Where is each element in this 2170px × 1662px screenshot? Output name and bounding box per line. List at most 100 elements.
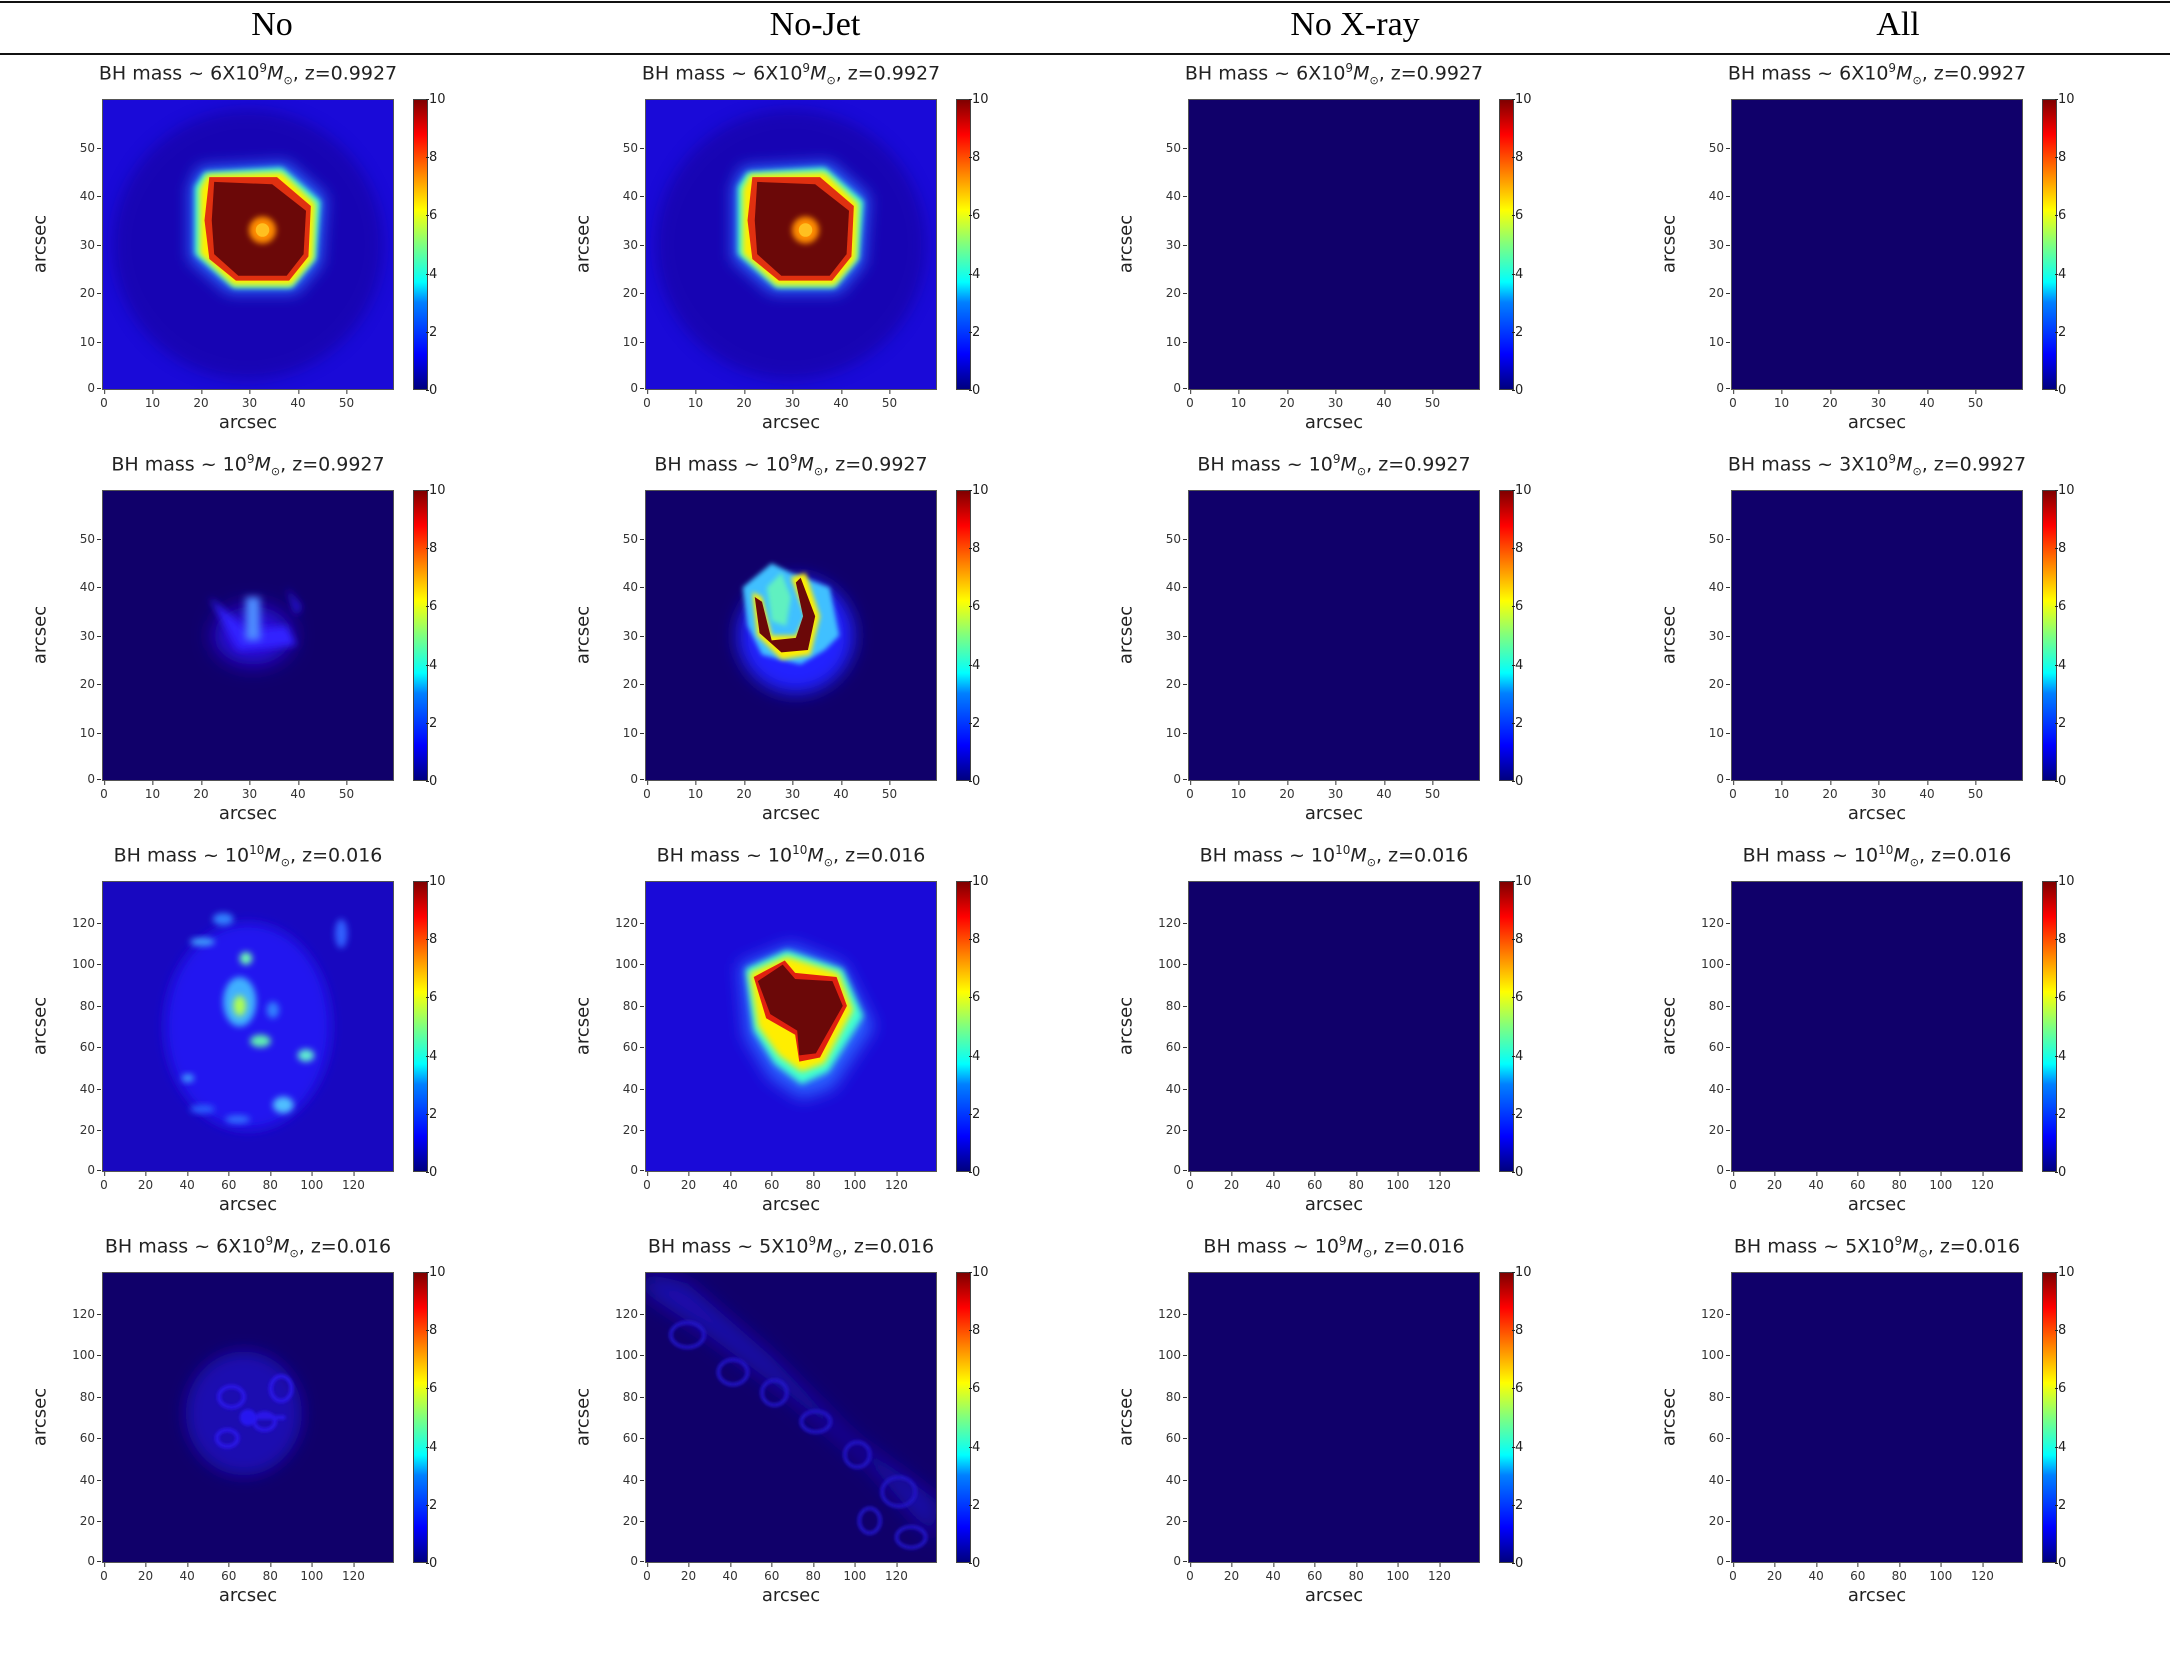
colorbar-tick-label: 10 [2055,1265,2075,1280]
x-axis-label: arcsec [1304,803,1364,824]
colorbar-tick-label: 4 [2054,1439,2067,1455]
colorbar-tick-label: 6 [968,990,981,1006]
y-tick-label: 60 [622,1431,645,1446]
y-tick-label: 10 [79,334,102,349]
colorbar-tick-label: 0 [1511,1165,1524,1180]
panel-title: BH mass ~ 109M⊙, z=0.016 [1134,1234,1534,1260]
heatmap-image [209,587,302,665]
x-tick-label: 40 [833,781,849,801]
x-tick-label: 60 [221,1563,237,1583]
y-tick-label: 100 [615,1348,644,1363]
title-mass-prefix: BH mass ~ 5X10 [647,1235,809,1258]
heatmap-panel-r4-all: BH mass ~ 5X109M⊙, z=0.016 0 20 40 60 80 100 12… [1659,1234,2170,1662]
x-tick-label: 60 [1850,1172,1866,1192]
x-tick-label: 80 [1348,1172,1364,1192]
y-axis-label: arcsec [1115,996,1137,1056]
colorbar [956,490,971,781]
x-tick-label: 120 [1970,1172,1994,1192]
y-tick-label: 60 [1708,1431,1731,1446]
y-axis-label: arcsec [1115,214,1137,274]
colorbar-tick-label: 2 [968,715,981,731]
sun-symbol-icon: ⊙ [280,856,291,870]
y-tick-label: 80 [622,998,645,1013]
x-tick-label: 0 [1186,781,1194,801]
x-tick-label: 0 [643,1563,651,1583]
x-tick-label: 0 [1186,1563,1194,1583]
x-tick-label: 120 [341,1563,365,1583]
y-tick-label: 30 [622,628,645,643]
title-redshift: , z=0.016 [1372,1235,1465,1258]
panel-title: BH mass ~ 3X109M⊙, z=0.9927 [1677,452,2077,478]
x-tick-label: 30 [1870,781,1887,801]
x-axis-label: arcsec [218,1585,278,1606]
x-axis-label: arcsec [761,412,821,433]
heatmap-plot-area [102,1272,394,1563]
x-axis-label: arcsec [1304,412,1364,433]
colorbar-tick-label: 6 [1511,1381,1524,1397]
solar-mass-symbol: M [1896,453,1913,476]
x-tick-label: 30 [784,781,801,801]
heatmap-image [103,100,393,389]
y-tick-label: 50 [1708,531,1731,546]
solar-mass-symbol: M [1350,844,1367,867]
x-tick-label: 100 [1386,1563,1410,1583]
x-tick-label: 0 [1729,781,1737,801]
x-tick-label: 0 [643,390,651,410]
heatmap-panel-r4-no-xray: BH mass ~ 109M⊙, z=0.016 0 20 40 60 80 100 120 0… [1116,1234,1728,1662]
x-tick-label: 50 [338,390,355,410]
y-tick-label: 40 [622,580,645,594]
y-tick-label: 40 [622,189,645,203]
colorbar-tick-label: 0 [2054,1165,2067,1180]
x-tick-label: 10 [1773,781,1790,801]
x-tick-label: 10 [144,390,161,410]
colorbar-tick-label: 6 [968,1381,981,1397]
colorbar-tick-label: 10 [969,483,989,498]
y-tick-label: 20 [1708,286,1731,300]
x-axis-label: arcsec [1304,1585,1364,1606]
x-axis-label: arcsec [761,1585,821,1606]
solar-mass-symbol: M [1353,62,1370,85]
colorbar-tick-label: 8 [2054,1323,2067,1339]
heatmap-plot-area [102,99,394,390]
title-exponent: 9 [802,61,811,75]
y-tick-label: 20 [622,286,645,300]
x-tick-label: 80 [805,1172,821,1192]
column-header-all: All [1876,6,1920,43]
y-tick-label: 0 [87,381,101,395]
y-tick-label: 40 [622,1472,645,1487]
x-tick-label: 100 [1386,1172,1410,1192]
heatmap-plot-area [1731,881,2023,1172]
x-tick-label: 20 [1766,1563,1783,1583]
y-axis-label: arcsec [572,605,594,665]
title-mass-prefix: BH mass ~ 10 [656,844,793,867]
y-tick-label: 10 [1708,334,1731,349]
y-tick-label: 20 [79,1123,102,1138]
colorbar-tick-label: 2 [1511,1497,1524,1513]
title-mass-prefix: BH mass ~ 6X10 [98,62,260,85]
y-tick-label: 30 [1165,628,1188,643]
colorbar-tick-label: 2 [425,1497,438,1513]
colorbar-tick-label: 4 [968,1048,981,1064]
x-tick-label: 20 [736,781,752,801]
y-tick-label: 40 [1165,1472,1188,1487]
colorbar-tick-label: 6 [425,990,438,1006]
x-tick-label: 40 [1808,1172,1824,1192]
colorbar-tick-label: 2 [1511,1106,1524,1122]
heatmap-panel-r1-all: BH mass ~ 6X109M⊙, z=0.9927 0 10 20 30 40 50 0 1… [1659,61,2170,489]
colorbar-tick-label: 8 [968,1323,981,1339]
y-tick-label: 40 [1708,1472,1731,1487]
y-tick-label: 0 [1173,772,1187,786]
x-tick-label: 30 [784,390,801,410]
colorbar-tick-label: 2 [2054,715,2067,731]
title-exponent: 9 [246,452,255,466]
x-tick-label: 100 [1929,1563,1953,1583]
colorbar-tick-label: 4 [425,266,438,282]
x-axis-label: arcsec [1304,1194,1364,1215]
x-tick-label: 0 [100,390,108,410]
colorbar-tick-label: 10 [969,874,989,889]
colorbar-tick-label: 4 [1511,1439,1524,1455]
y-tick-label: 20 [1165,1123,1188,1138]
x-tick-label: 80 [1891,1563,1907,1583]
x-tick-label: 0 [643,1172,651,1192]
colorbar-tick-label: 0 [2054,383,2067,398]
